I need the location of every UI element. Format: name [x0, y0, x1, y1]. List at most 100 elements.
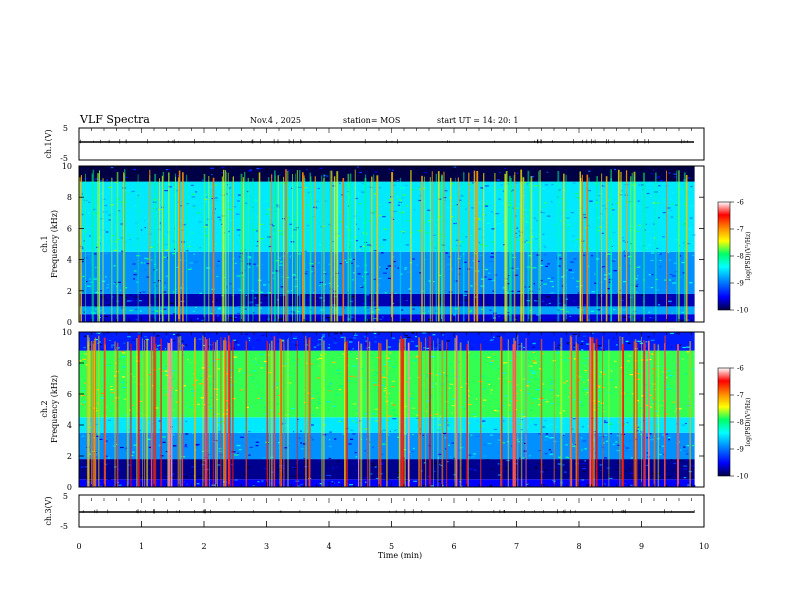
- spectrogram-speckle: [646, 404, 648, 406]
- ch3-waveform-panel: 5 -5 ch.3(V) 0 1 2 3 4 5 6 7 8 9 10 Time (min): [44, 492, 709, 560]
- spectrogram-speckle: [227, 233, 232, 235]
- spectrogram-speckle: [679, 358, 681, 360]
- spectrogram-speckle: [500, 184, 503, 186]
- spectrogram-speckle: [162, 370, 164, 372]
- spectrogram-speckle: [455, 193, 457, 195]
- spectrogram-speckle: [351, 365, 356, 367]
- spectrogram-speckle: [502, 471, 507, 473]
- spectrogram-speckle: [155, 285, 158, 287]
- spectrogram-speckle: [195, 426, 200, 428]
- spectrogram-speckle: [469, 179, 472, 181]
- spectrogram-speckle: [357, 228, 360, 230]
- spectrogram-speckle: [281, 339, 285, 341]
- spectrogram-speckle: [575, 193, 578, 195]
- spectrogram-speckle: [80, 281, 82, 283]
- spectrogram-speckle: [322, 334, 325, 336]
- spectrogram-speckle: [624, 423, 627, 425]
- spectrogram-speckle: [523, 442, 527, 445]
- spectrogram-speckle: [588, 200, 593, 202]
- spectrogram-speckle: [215, 197, 218, 199]
- spectrogram-speckle: [517, 441, 520, 443]
- spectrogram-sferic: [323, 174, 325, 322]
- spectrogram-speckle: [460, 485, 463, 487]
- spectrogram-speckle: [432, 281, 435, 283]
- spectrogram-speckle: [473, 453, 476, 455]
- spectrogram-speckle: [287, 370, 290, 372]
- spectrogram-speckle: [359, 246, 362, 248]
- spectrogram-speckle: [160, 455, 164, 457]
- spectrogram-speckle: [553, 440, 557, 443]
- spectrogram-speckle: [316, 356, 319, 358]
- spectrogram-speckle: [626, 201, 630, 203]
- spectrogram-speckle: [119, 289, 122, 291]
- spectrogram-speckle: [669, 259, 671, 261]
- spectrogram-speckle: [349, 338, 353, 340]
- spectrogram-sferic: [229, 342, 231, 487]
- spectrogram-speckle: [550, 376, 552, 378]
- spectrogram-speckle: [397, 436, 400, 438]
- spectrogram-speckle: [264, 364, 268, 366]
- spectrogram-sferic: [655, 172, 657, 322]
- spectrogram-speckle: [300, 442, 302, 444]
- spectrogram-speckle: [493, 353, 495, 355]
- spectrogram-speckle: [259, 223, 264, 225]
- spectrogram-speckle: [585, 227, 588, 229]
- spectrogram-speckle: [405, 299, 408, 302]
- spectrogram-speckle: [316, 377, 320, 379]
- spectrogram-speckle: [653, 223, 655, 225]
- spectrogram-speckle: [150, 279, 155, 281]
- spectrogram-speckle: [665, 413, 668, 415]
- spectrogram-speckle: [248, 454, 251, 456]
- spectrogram-speckle: [579, 401, 582, 403]
- spectrogram-speckle: [171, 475, 175, 477]
- spectrogram-speckle: [413, 480, 418, 482]
- spectrogram-speckle: [480, 187, 484, 189]
- spectrogram-speckle: [589, 248, 591, 250]
- spectrogram-speckle: [599, 470, 603, 472]
- spectrogram-speckle: [221, 172, 225, 174]
- spectrogram-speckle: [172, 253, 176, 255]
- spectrogram-speckle: [502, 221, 504, 223]
- spectrogram-speckle: [237, 288, 242, 290]
- spectrogram-speckle: [502, 442, 505, 444]
- spectrogram-speckle: [391, 250, 395, 252]
- spectrogram-speckle: [395, 429, 398, 431]
- spectrogram-speckle: [544, 469, 547, 471]
- spectrogram-speckle: [116, 238, 120, 240]
- spectrogram-speckle: [533, 185, 538, 187]
- spectrogram-speckle: [501, 429, 504, 431]
- spectrogram-speckle: [244, 308, 247, 310]
- spectrogram-sferic: [410, 170, 412, 322]
- spectrogram-sferic: [404, 338, 406, 487]
- spectrogram-speckle: [221, 355, 224, 358]
- spectrogram-speckle: [255, 441, 259, 443]
- spectrogram-speckle: [104, 463, 108, 465]
- spectrogram-speckle: [288, 413, 290, 415]
- spectrogram-speckle: [471, 456, 475, 458]
- spectrogram-speckle: [435, 344, 440, 346]
- spectrogram-speckle: [624, 255, 628, 257]
- spectrogram-speckle: [120, 446, 124, 449]
- spectrogram-speckle: [345, 193, 349, 195]
- spectrogram-speckle: [412, 434, 414, 436]
- spectrogram-speckle: [532, 351, 535, 353]
- spectrogram-speckle: [435, 374, 438, 376]
- spectrogram-speckle: [371, 311, 375, 313]
- spectrogram-speckle: [226, 287, 228, 289]
- spectrogram-speckle: [260, 264, 264, 266]
- spectrogram-speckle: [352, 265, 354, 267]
- spectrogram-speckle: [266, 318, 270, 320]
- spectrogram-speckle: [333, 482, 336, 484]
- spectrogram-speckle: [289, 256, 291, 258]
- spectrogram-speckle: [332, 185, 336, 187]
- spectrogram-speckle: [370, 212, 375, 214]
- spectrogram-speckle: [107, 288, 109, 290]
- spectrogram-speckle: [280, 276, 285, 278]
- spectrogram-speckle: [622, 309, 626, 311]
- spectrogram-speckle: [201, 319, 205, 321]
- spectrogram-speckle: [192, 206, 196, 208]
- spectrogram-speckle: [658, 217, 660, 219]
- spectrogram-speckle: [236, 213, 240, 215]
- spectrogram-speckle: [256, 168, 260, 170]
- spectrogram-speckle: [132, 381, 136, 383]
